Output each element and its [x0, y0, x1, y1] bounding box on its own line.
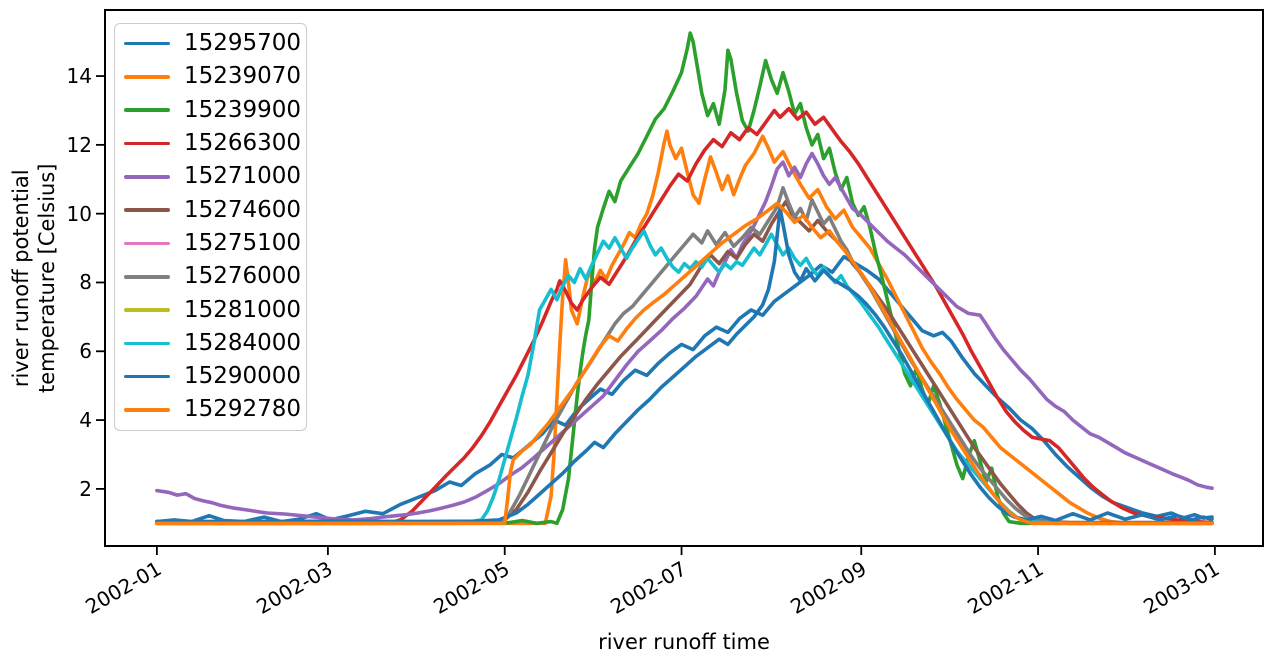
legend-item: 15292780	[115, 393, 306, 426]
series-line-15284000	[155, 229, 1214, 526]
y-tick-label: 14	[66, 64, 92, 89]
legend-item-label: 15276000	[184, 263, 302, 290]
legend-item-label: 15284000	[184, 329, 302, 356]
legend-item-label: 15281000	[184, 296, 302, 323]
series-line-15276000	[155, 186, 1214, 526]
legend-item-label: 15295700	[184, 30, 302, 57]
series-line-15290000	[155, 206, 1214, 524]
legend-item-label: 15292780	[184, 396, 302, 423]
y-tick-label: 2	[79, 476, 92, 501]
legend-line-sample	[124, 308, 170, 312]
series-line-15239070	[155, 129, 1214, 526]
series-line-15271000	[155, 151, 1214, 522]
series-line-15274600	[155, 199, 1214, 525]
legend-item-label: 15290000	[184, 363, 302, 390]
legend-item: 15271000	[115, 160, 306, 193]
legend-item: 15295700	[115, 27, 306, 60]
legend-item-label: 15271000	[184, 163, 302, 190]
legend-item-label: 15266300	[184, 130, 302, 157]
axes-frame	[104, 9, 1264, 547]
legend-line-sample	[124, 75, 170, 79]
legend-item: 15290000	[115, 360, 306, 393]
legend-item: 15281000	[115, 293, 306, 326]
y-tick-label: 10	[66, 201, 92, 226]
legend-line-sample	[124, 341, 170, 346]
legend-item: 15239900	[115, 94, 306, 127]
x-axis-label: river runoff time	[598, 630, 770, 654]
legend-item: 15275100	[115, 227, 306, 260]
legend-line-sample	[124, 208, 170, 212]
legend-line-sample	[124, 408, 170, 412]
legend-item: 15274600	[115, 193, 306, 226]
legend-line-sample	[124, 241, 170, 246]
y-tick-label: 4	[79, 408, 92, 433]
legend-line-sample	[124, 41, 170, 46]
legend-line-sample	[124, 108, 170, 113]
series-line-15295700	[155, 254, 1214, 524]
legend-item: 15284000	[115, 327, 306, 360]
y-tick-label: 6	[79, 339, 92, 364]
legend-item-label: 15275100	[184, 229, 302, 256]
y-tick-label: 12	[66, 132, 92, 157]
legend-line-sample	[124, 274, 170, 279]
series-line-15292780	[155, 201, 1214, 526]
legend-box: 15295700 15239070 15239900 15266300 15271000…	[114, 23, 307, 431]
legend-item: 15266300	[115, 127, 306, 160]
legend-line-sample	[124, 141, 170, 146]
legend-line-sample	[124, 175, 170, 179]
legend-line-sample	[124, 374, 170, 379]
legend-item-label: 15274600	[184, 196, 302, 223]
legend-item: 15239070	[115, 60, 306, 93]
legend-item-label: 15239900	[184, 96, 302, 123]
legend-item-label: 15239070	[184, 63, 302, 90]
y-tick-label: 8	[79, 270, 92, 295]
series-line-15266300	[155, 106, 1214, 526]
legend-item: 15276000	[115, 260, 306, 293]
